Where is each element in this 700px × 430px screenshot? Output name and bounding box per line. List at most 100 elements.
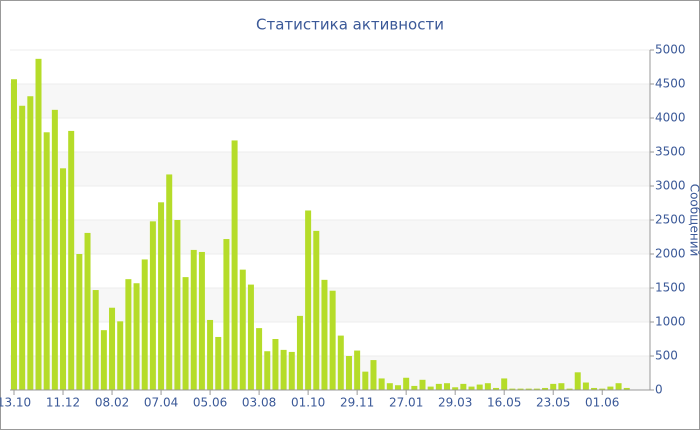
bar bbox=[313, 230, 320, 390]
bar bbox=[68, 130, 75, 391]
bar bbox=[509, 388, 516, 390]
x-tick-label: 29.03 bbox=[438, 396, 472, 410]
bar bbox=[158, 202, 165, 390]
bar bbox=[533, 388, 540, 390]
bar bbox=[51, 109, 58, 390]
bar bbox=[411, 385, 418, 390]
bar bbox=[125, 279, 132, 390]
bar bbox=[141, 259, 148, 390]
y-tick-label: 2500 bbox=[655, 213, 686, 227]
bar bbox=[591, 387, 598, 390]
y-tick-label: 5000 bbox=[655, 43, 686, 57]
x-tick-label: 08.02 bbox=[95, 396, 129, 410]
bar bbox=[280, 349, 287, 390]
bar bbox=[19, 105, 26, 390]
bar bbox=[501, 378, 508, 390]
bar bbox=[427, 386, 434, 390]
y-tick-label: 4500 bbox=[655, 77, 686, 91]
bar bbox=[256, 328, 263, 390]
bar bbox=[166, 174, 173, 390]
bar bbox=[460, 383, 467, 390]
x-tick-label: 03.08 bbox=[242, 396, 276, 410]
bar bbox=[476, 384, 483, 390]
bar bbox=[468, 386, 475, 390]
y-axis-title: Сообщений bbox=[688, 184, 700, 257]
chart-title: Статистика активности bbox=[256, 16, 444, 34]
bar bbox=[35, 58, 42, 391]
bar bbox=[296, 315, 303, 390]
bar bbox=[190, 249, 197, 390]
bar bbox=[517, 388, 524, 390]
x-tick-label: 27.01 bbox=[389, 396, 423, 410]
y-tick-label: 4000 bbox=[655, 111, 686, 125]
bar bbox=[599, 388, 606, 390]
bar bbox=[223, 239, 230, 390]
y-tick-label: 2000 bbox=[655, 247, 686, 261]
bar bbox=[493, 387, 500, 390]
bar bbox=[43, 132, 50, 390]
x-tick-label: 29.11 bbox=[340, 396, 374, 410]
bar bbox=[182, 277, 189, 390]
x-tick-label: 01.10 bbox=[291, 396, 325, 410]
bar bbox=[345, 356, 352, 390]
bar bbox=[378, 378, 385, 390]
bar bbox=[231, 140, 238, 390]
bar bbox=[11, 79, 17, 391]
bar bbox=[435, 383, 442, 390]
bar bbox=[305, 210, 312, 390]
bar bbox=[84, 232, 91, 390]
y-tick-label: 3000 bbox=[655, 179, 686, 193]
bar bbox=[337, 335, 344, 390]
x-tick-label: 11.12 bbox=[46, 396, 80, 410]
bar bbox=[607, 386, 614, 390]
bar bbox=[566, 388, 573, 390]
bar bbox=[247, 284, 254, 390]
bar bbox=[133, 283, 140, 390]
x-tick-label: 01.06 bbox=[585, 396, 619, 410]
bar bbox=[558, 383, 565, 390]
bar bbox=[452, 387, 459, 390]
y-tick-label: 1500 bbox=[655, 281, 686, 295]
bar bbox=[444, 383, 451, 390]
bar bbox=[109, 307, 116, 390]
bar bbox=[484, 383, 491, 390]
bar bbox=[615, 383, 622, 390]
bar bbox=[117, 321, 124, 390]
bar bbox=[354, 350, 361, 390]
bar bbox=[272, 339, 279, 390]
bar bbox=[370, 360, 377, 390]
x-tick-label: 23.05 bbox=[536, 396, 570, 410]
bar bbox=[198, 251, 205, 390]
bar bbox=[174, 220, 181, 390]
bar bbox=[362, 371, 369, 390]
bar bbox=[27, 96, 34, 391]
bar bbox=[329, 290, 336, 390]
bar bbox=[207, 319, 214, 390]
bar bbox=[215, 336, 222, 390]
bar bbox=[386, 383, 393, 390]
bar bbox=[239, 269, 246, 390]
x-tick-label: 05.06 bbox=[193, 396, 227, 410]
bar bbox=[403, 377, 410, 390]
bar bbox=[264, 351, 271, 390]
x-tick-label: 07.04 bbox=[144, 396, 178, 410]
bar bbox=[100, 330, 107, 390]
bar bbox=[574, 372, 581, 390]
grid-band bbox=[10, 220, 650, 254]
x-tick-label: 16.05 bbox=[487, 396, 521, 410]
bar bbox=[550, 383, 557, 390]
bar bbox=[542, 387, 549, 390]
bar bbox=[582, 382, 589, 390]
bar bbox=[419, 379, 426, 390]
bar bbox=[288, 351, 295, 390]
bar bbox=[60, 168, 67, 390]
bar bbox=[394, 385, 401, 390]
bar bbox=[321, 279, 328, 390]
grid-band bbox=[10, 84, 650, 118]
bar bbox=[525, 388, 532, 390]
x-tick-label: 13.10 bbox=[0, 396, 31, 410]
y-tick-label: 0 bbox=[655, 383, 663, 397]
bar bbox=[623, 387, 630, 390]
